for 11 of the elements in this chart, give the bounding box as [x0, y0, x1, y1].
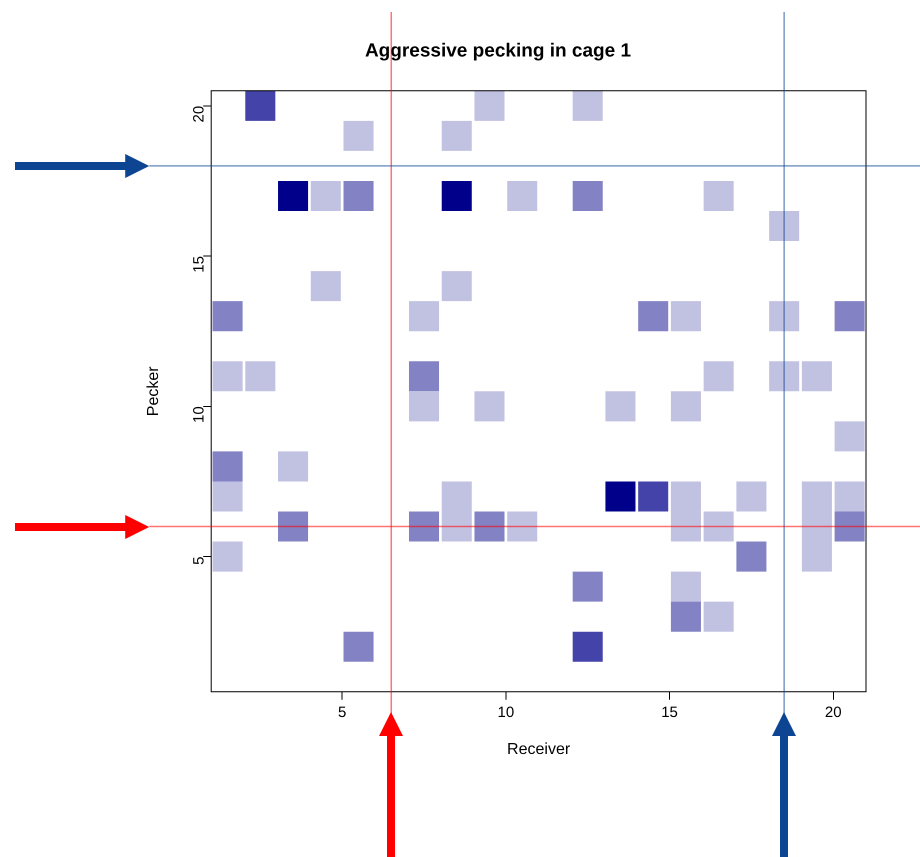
y-tick-label: 10 — [190, 406, 208, 424]
chart-title: Aggressive pecking in cage 1 — [364, 40, 632, 62]
y-tick-label: 15 — [190, 256, 208, 273]
x-tick-label: 5 — [338, 704, 346, 721]
x-axis-title: Receiver — [507, 740, 571, 758]
y-tick-label: 20 — [190, 106, 208, 123]
x-tick-label: 10 — [498, 704, 514, 721]
y-tick-label: 5 — [190, 556, 208, 565]
y-axis-title: Pecker — [145, 366, 162, 416]
x-tick-label: 20 — [824, 704, 842, 721]
x-tick-label: 15 — [661, 704, 678, 721]
